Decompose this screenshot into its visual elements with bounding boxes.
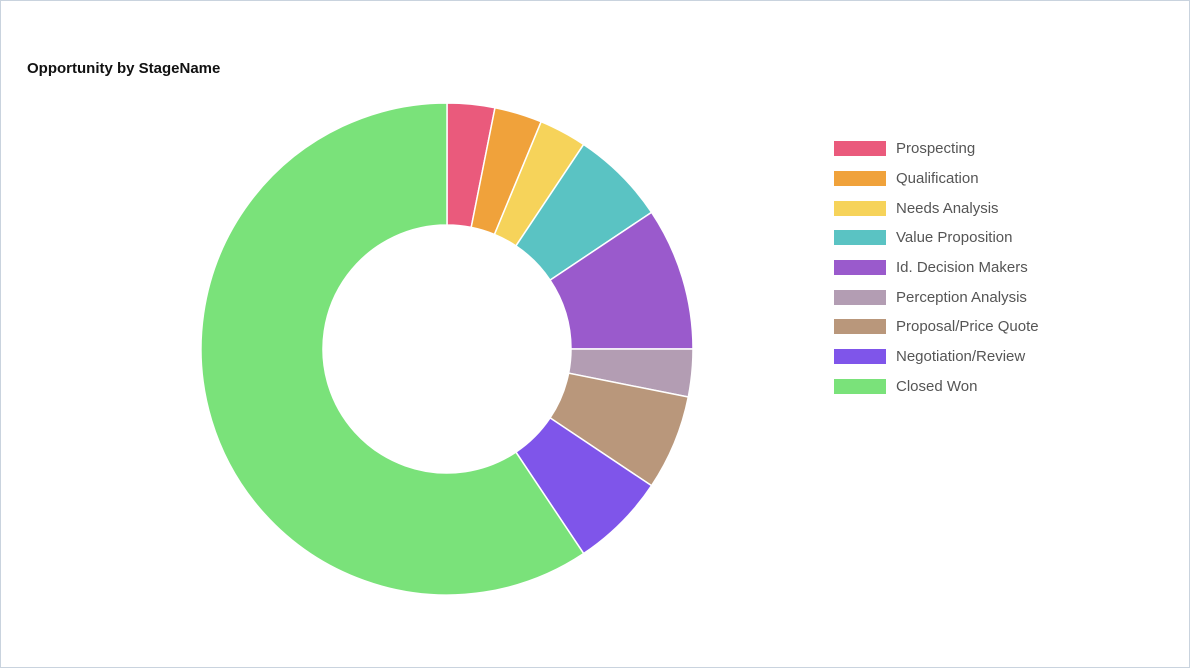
legend-label: Qualification — [896, 170, 979, 188]
legend-item[interactable]: Needs Analysis — [834, 193, 1039, 223]
chart-title: Opportunity by StageName — [27, 60, 221, 77]
legend-item[interactable]: Perception Analysis — [834, 282, 1039, 312]
legend-swatch — [834, 289, 886, 305]
legend-swatch — [834, 378, 886, 394]
legend-item[interactable]: Closed Won — [834, 372, 1039, 402]
legend-item[interactable]: Value Proposition — [834, 223, 1039, 253]
legend-swatch — [834, 230, 886, 246]
legend-item[interactable]: Id. Decision Makers — [834, 253, 1039, 283]
legend-label: Prospecting — [896, 140, 976, 158]
legend-label: Negotiation/Review — [896, 348, 1026, 366]
legend-label: Value Proposition — [896, 229, 1013, 247]
legend-label: Id. Decision Makers — [896, 259, 1028, 277]
legend-item[interactable]: Qualification — [834, 164, 1039, 194]
legend-item[interactable]: Proposal/Price Quote — [834, 312, 1039, 342]
legend-swatch — [834, 349, 886, 365]
legend-swatch — [834, 260, 886, 276]
legend-swatch — [834, 141, 886, 157]
legend-label: Perception Analysis — [896, 288, 1027, 306]
legend-label: Proposal/Price Quote — [896, 318, 1039, 336]
legend-item[interactable]: Prospecting — [834, 134, 1039, 164]
legend-swatch — [834, 319, 886, 335]
chart-legend: Prospecting Qualification Needs Analysis Va… — [834, 134, 1039, 401]
legend-swatch — [834, 200, 886, 216]
slice-closed-won[interactable] — [200, 102, 585, 596]
donut-slices — [200, 102, 694, 596]
legend-swatch — [834, 171, 886, 187]
legend-item[interactable]: Negotiation/Review — [834, 342, 1039, 372]
legend-label: Closed Won — [896, 377, 978, 395]
legend-label: Needs Analysis — [896, 199, 999, 217]
